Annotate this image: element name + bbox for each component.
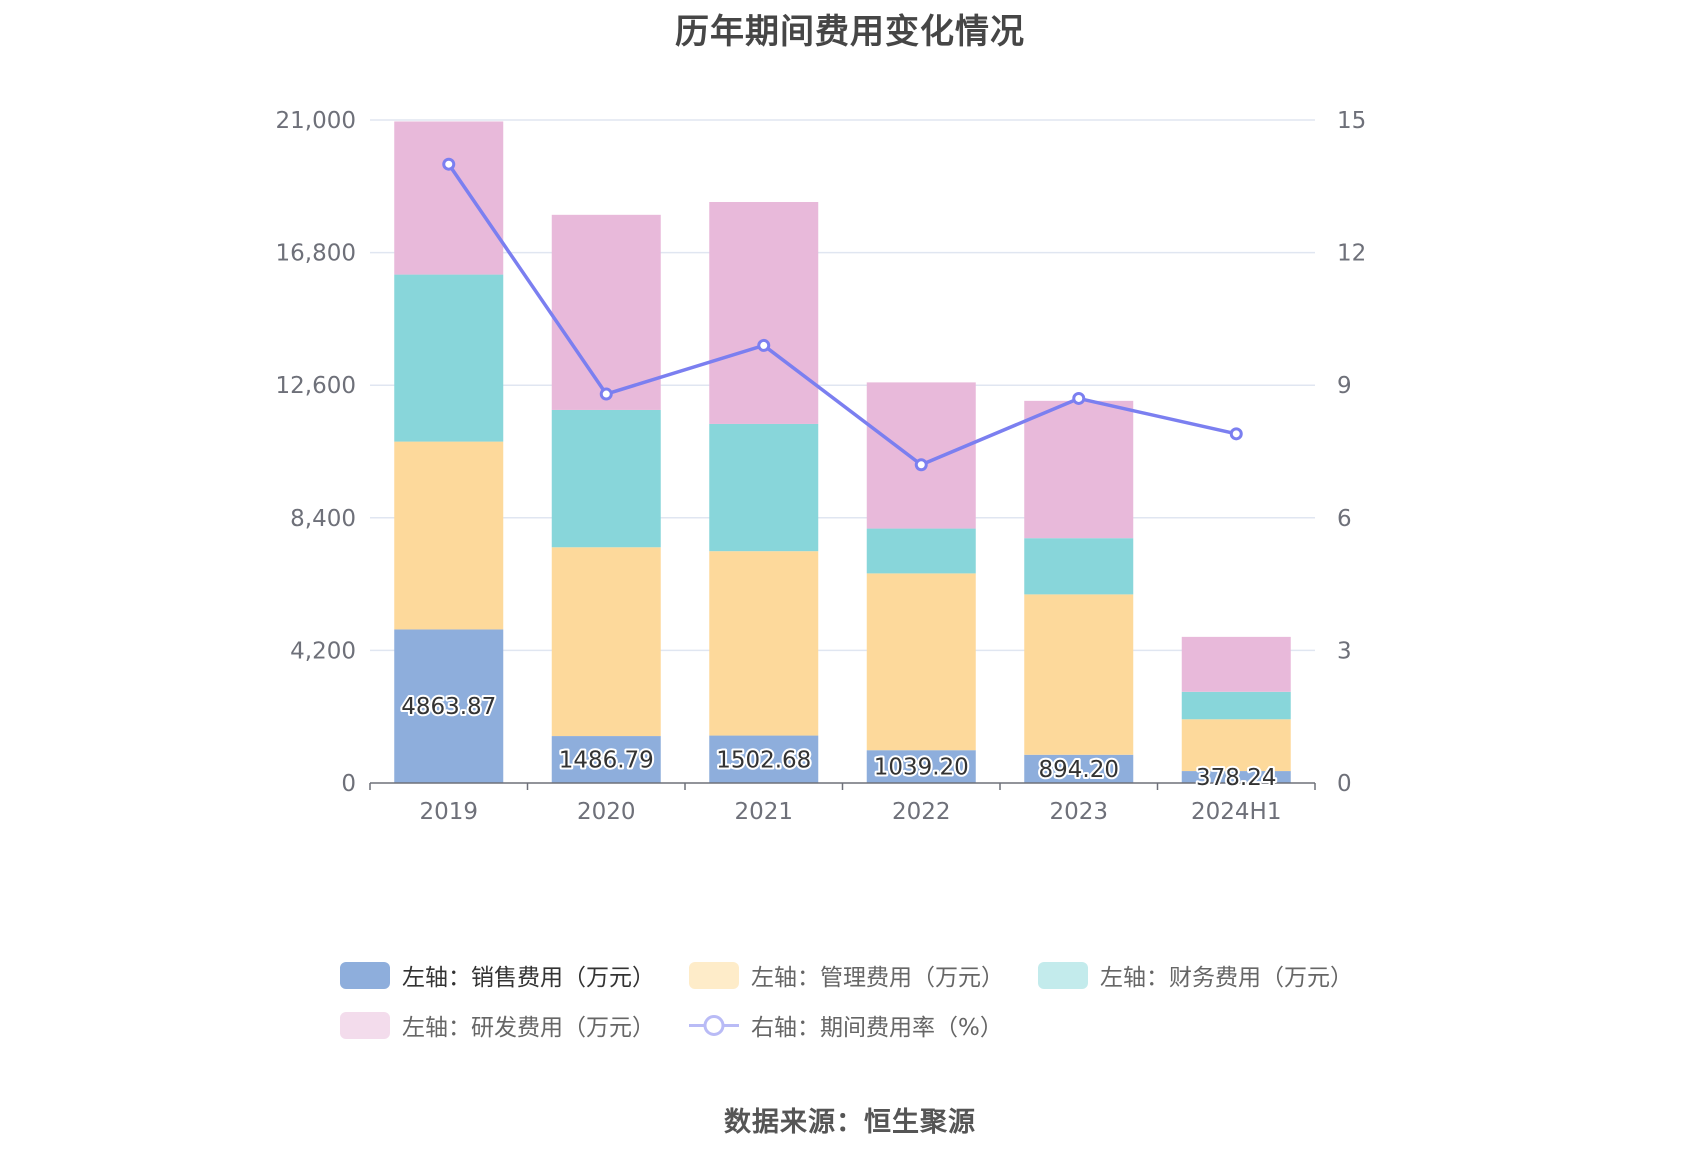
legend-item-rate[interactable]: 右轴：期间费用率（%）: [689, 1008, 1003, 1042]
bar-0-2020: [551, 736, 661, 783]
bar-3-2022: [866, 382, 976, 529]
bar-1-2020: [551, 547, 661, 737]
x-tick-label-2024H1: 2024H1: [1191, 799, 1281, 825]
legend-item-finance[interactable]: 左轴：财务费用（万元）: [1038, 958, 1353, 992]
legend-swatch-finance: [1038, 961, 1088, 989]
data-label-2020: 1486.79: [559, 748, 654, 774]
y-left-tick-label-5: 21,000: [276, 108, 356, 134]
y-left-tick-label-1: 4,200: [290, 638, 356, 664]
legend-item-rnd[interactable]: 左轴：研发费用（万元）: [340, 1008, 655, 1042]
bar-0-2022: [866, 750, 976, 783]
legend-label-rate: 右轴：期间费用率（%）: [751, 1015, 1003, 1041]
rate-point-2024H1: [1229, 427, 1243, 441]
bar-2-2024H1: [1181, 691, 1291, 720]
rate-point-2022: [914, 458, 928, 472]
chart-title: 历年期间费用变化情况: [675, 12, 1025, 52]
data-label-2021: 1502.68: [716, 747, 811, 773]
rate-point-2023: [1072, 391, 1086, 405]
x-tick-label-2019: 2019: [419, 799, 478, 825]
bar-3-2021: [709, 202, 819, 424]
legend-row-1: 左轴：销售费用（万元） 左轴：管理费用（万元） 左轴：财务费用（万元）: [340, 950, 1440, 1000]
y-left-tick-label-2: 8,400: [290, 506, 356, 532]
data-label-2023: 894.20: [1039, 757, 1119, 783]
bar-2-2020: [551, 409, 661, 548]
axes: 0 0 4,200 3 8,400 6 12,600 9 16,800 12 21,000 15 201…: [276, 108, 1367, 825]
bar-0-2021: [709, 735, 819, 783]
y-right-tick-label-5: 15: [1337, 108, 1366, 134]
bar-2-2021: [709, 423, 819, 552]
source-note: 数据来源：恒生聚源: [724, 1107, 976, 1138]
bar-3-2020: [551, 214, 661, 410]
x-tick-label-2020: 2020: [577, 799, 636, 825]
data-label-2024H1: 378.24: [1196, 765, 1276, 791]
y-right-tick-label-0: 0: [1337, 771, 1352, 797]
bar-0-2024H1: [1181, 771, 1291, 783]
x-tick-label-2021: 2021: [734, 799, 793, 825]
legend-swatch-admin: [689, 961, 739, 989]
legend-item-sales[interactable]: 左轴：销售费用（万元）: [340, 958, 655, 992]
legend-label-rnd: 左轴：研发费用（万元）: [402, 1015, 655, 1041]
rate-line-layer: [442, 157, 1243, 472]
bar-0-2019: [394, 629, 504, 783]
legend-label-finance: 左轴：财务费用（万元）: [1100, 965, 1353, 991]
legend-row-2: 左轴：研发费用（万元） 右轴：期间费用率（%）: [340, 1000, 1440, 1050]
data-label-2019: 4863.87: [401, 694, 496, 720]
bar-2-2019: [394, 274, 504, 442]
rate-point-2021: [757, 338, 771, 352]
legend: 左轴：销售费用（万元） 左轴：管理费用（万元） 左轴：财务费用（万元） 左轴：研…: [340, 950, 1440, 1050]
data-labels: 4863.87 1486.79 1502.68 1039.20 894.20 378.24: [399, 692, 1278, 793]
bar-stack-layer: [394, 121, 1291, 783]
rate-point-2019: [442, 157, 456, 171]
bar-2-2023: [1024, 538, 1134, 595]
rate-point-2020: [599, 387, 613, 401]
x-tick-label-2022: 2022: [892, 799, 951, 825]
legend-swatch-sales: [340, 961, 390, 989]
bar-0-2023: [1024, 754, 1134, 783]
rate-line: [447, 163, 1237, 467]
bar-3-2024H1: [1181, 636, 1291, 692]
bar-3-2023: [1024, 400, 1134, 539]
legend-item-admin[interactable]: 左轴：管理费用（万元）: [689, 958, 1004, 992]
y-left-tick-label-4: 16,800: [276, 241, 356, 267]
bar-1-2023: [1024, 594, 1134, 755]
legend-label-sales: 左轴：销售费用（万元）: [402, 965, 655, 991]
grid-lines: [370, 119, 1315, 652]
data-label-2022: 1039.20: [874, 755, 969, 781]
bar-1-2024H1: [1181, 719, 1291, 772]
legend-line-icon: [689, 1012, 739, 1039]
legend-label-admin: 左轴：管理费用（万元）: [751, 965, 1004, 991]
bar-1-2021: [709, 551, 819, 736]
y-right-tick-label-2: 6: [1337, 506, 1352, 532]
y-left-tick-label-0: 0: [341, 771, 356, 797]
bar-1-2022: [866, 573, 976, 751]
y-right-tick-label-3: 9: [1337, 373, 1352, 399]
y-left-tick-label-3: 12,600: [276, 373, 356, 399]
x-tick-label-2023: 2023: [1049, 799, 1108, 825]
bar-3-2019: [394, 121, 504, 275]
y-right-tick-label-1: 3: [1337, 638, 1352, 664]
y-right-tick-label-4: 12: [1337, 241, 1366, 267]
bar-2-2022: [866, 528, 976, 574]
legend-swatch-rnd: [340, 1011, 390, 1039]
bar-1-2019: [394, 441, 504, 630]
